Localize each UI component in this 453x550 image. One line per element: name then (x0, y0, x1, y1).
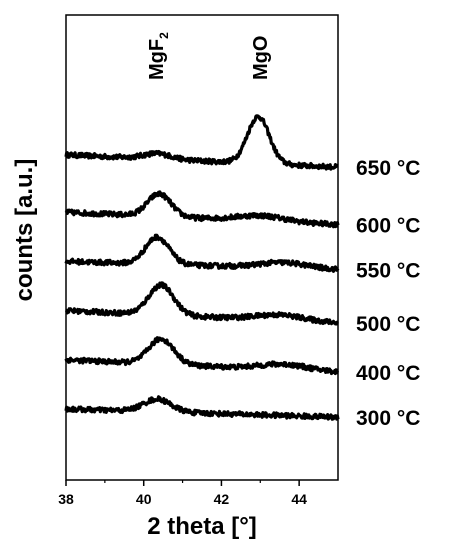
x-axis-ticks: 38 40 42 44 (58, 480, 307, 507)
series-label-400: 400 °C (356, 362, 420, 385)
series-curve-400 (64, 336, 339, 376)
series-label-650: 650 °C (356, 157, 420, 180)
x-tick-label: 38 (58, 491, 74, 507)
y-axis-label: counts [a.u.] (11, 159, 38, 302)
x-axis-label: 2 theta [°] (147, 513, 257, 540)
series-curve-600 (64, 190, 340, 229)
temperature-labels: 650 °C 600 °C 550 °C 500 °C 400 °C 300 °C (356, 157, 420, 430)
series-label-600: 600 °C (356, 215, 420, 238)
peak-label-mgo: MgO (250, 36, 272, 80)
series-label-550: 550 °C (356, 260, 420, 283)
x-tick-label: 42 (214, 491, 230, 507)
series-label-300: 300 °C (356, 407, 420, 430)
series-curve-550 (64, 233, 340, 273)
series-curve-500 (65, 281, 339, 326)
series-curve-300 (64, 395, 340, 421)
x-tick-label: 44 (291, 491, 307, 507)
series-label-500: 500 °C (356, 313, 420, 336)
plot-frame (65, 14, 339, 481)
curves-group (64, 114, 340, 421)
x-tick-label: 40 (136, 491, 152, 507)
peak-label-mgf2: MgF2 (146, 32, 171, 80)
series-curve-650 (64, 114, 339, 171)
